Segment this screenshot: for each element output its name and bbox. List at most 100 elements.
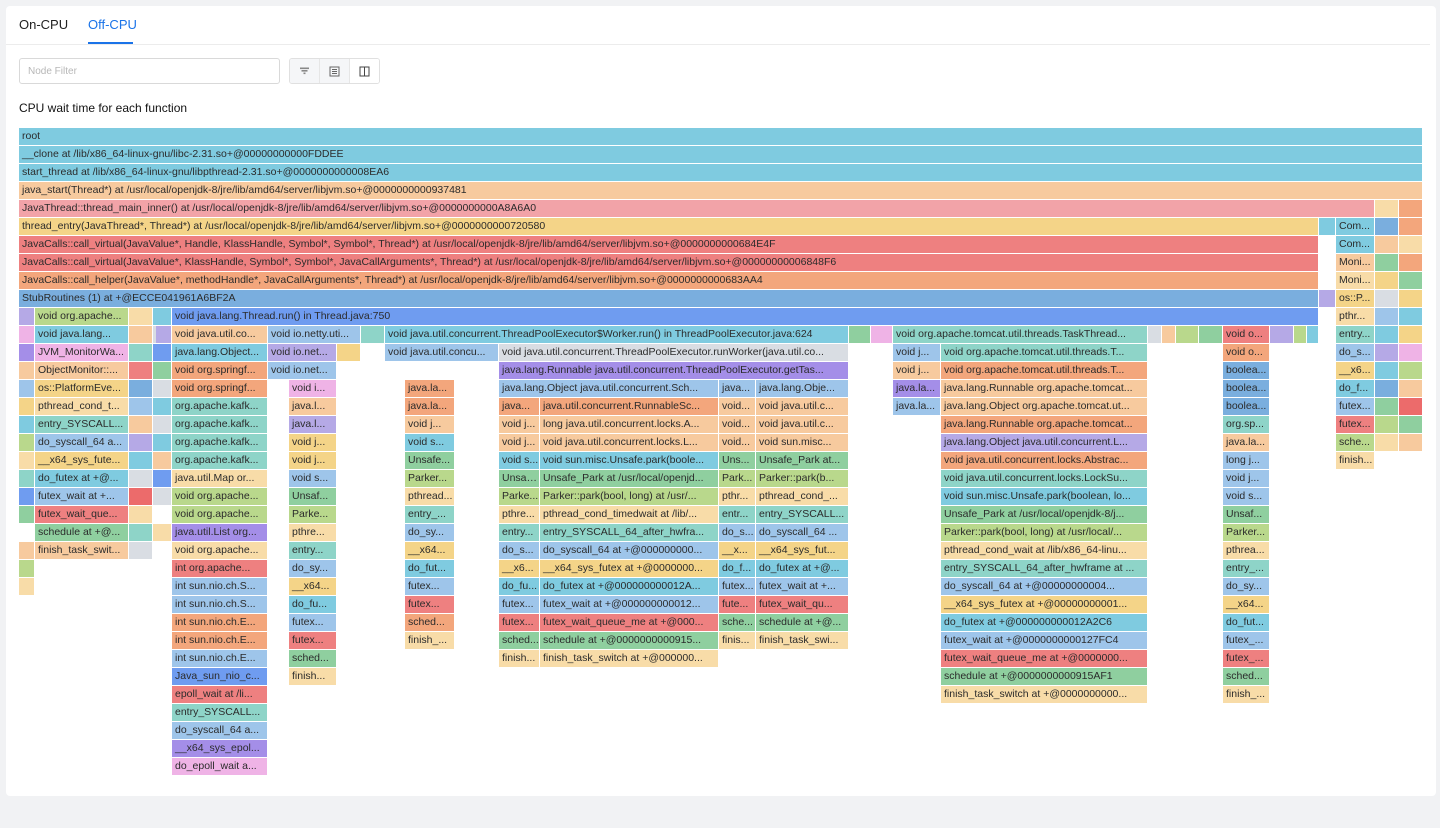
- flame-frame[interactable]: [1199, 326, 1223, 343]
- flame-frame[interactable]: [849, 326, 871, 343]
- flame-frame[interactable]: sched...: [289, 650, 337, 667]
- flame-frame[interactable]: finish...: [499, 650, 540, 667]
- flame-frame[interactable]: [1399, 326, 1423, 343]
- flame-frame[interactable]: pthread_cond_t...: [35, 398, 129, 415]
- flame-frame[interactable]: [1399, 272, 1423, 289]
- flame-frame[interactable]: futex_wait at +...: [756, 578, 849, 595]
- flame-frame[interactable]: void org.apache...: [172, 488, 268, 505]
- flame-frame[interactable]: [19, 434, 35, 451]
- flame-frame[interactable]: schedule at +@...: [35, 524, 129, 541]
- flame-frame[interactable]: [19, 362, 35, 379]
- flame-frame[interactable]: java.la...: [405, 380, 455, 397]
- flame-frame[interactable]: do_sy...: [289, 560, 337, 577]
- flame-frame[interactable]: java.util.List org...: [172, 524, 268, 541]
- flame-frame[interactable]: thread_entry(JavaThread*, Thread*) at /u…: [19, 218, 1319, 235]
- flame-frame[interactable]: futex_wait at +...: [35, 488, 129, 505]
- flame-frame[interactable]: [129, 542, 153, 559]
- flame-frame[interactable]: [129, 362, 153, 379]
- flame-frame[interactable]: __x...: [719, 542, 756, 559]
- flame-frame[interactable]: Parke...: [289, 506, 337, 523]
- flame-frame[interactable]: Parker...: [405, 470, 455, 487]
- flame-frame[interactable]: futex_wait_qu...: [756, 596, 849, 613]
- flame-frame[interactable]: finish...: [289, 668, 337, 685]
- flame-frame[interactable]: entry_SYSCALL...: [756, 506, 849, 523]
- flame-frame[interactable]: [129, 416, 153, 433]
- flame-frame[interactable]: Unsaf...: [289, 488, 337, 505]
- flame-frame[interactable]: futex_wait_que...: [35, 506, 129, 523]
- flame-frame[interactable]: [129, 308, 153, 325]
- flame-frame[interactable]: schedule at +@0000000000915...: [540, 632, 719, 649]
- flame-frame[interactable]: Com...: [1336, 236, 1375, 253]
- flame-frame[interactable]: do_futex at +@000000000012A2C6: [941, 614, 1148, 631]
- flame-frame[interactable]: [1375, 416, 1399, 433]
- flame-frame[interactable]: futex...: [405, 596, 455, 613]
- flame-frame[interactable]: futex...: [1336, 416, 1375, 433]
- flame-frame[interactable]: do_f...: [719, 560, 756, 577]
- flame-frame[interactable]: pthread...: [405, 488, 455, 505]
- flame-frame[interactable]: Parker::park(bool, long) at /usr/...: [540, 488, 719, 505]
- flame-frame[interactable]: [153, 362, 172, 379]
- flame-frame[interactable]: void java.util.concurrent.ThreadPoolExec…: [385, 326, 849, 343]
- flame-frame[interactable]: org.apache.kafk...: [172, 416, 268, 433]
- flame-frame[interactable]: schedule at +@...: [756, 614, 849, 631]
- flame-frame[interactable]: void s...: [405, 434, 455, 451]
- flame-frame[interactable]: java...: [499, 398, 540, 415]
- flame-frame[interactable]: [1375, 236, 1399, 253]
- flame-frame[interactable]: java.lang.Object java.util.concurrent.L.…: [941, 434, 1148, 451]
- flame-frame[interactable]: [1375, 380, 1399, 397]
- flame-frame[interactable]: do_syscall_64 ...: [756, 524, 849, 541]
- flame-frame[interactable]: finish_task_switch at +@000000...: [540, 650, 719, 667]
- flame-frame[interactable]: [19, 506, 35, 523]
- flame-frame[interactable]: __x64_sys_fut...: [756, 542, 849, 559]
- flame-frame[interactable]: finish...: [1336, 452, 1375, 469]
- flame-frame[interactable]: [153, 380, 172, 397]
- flame-frame[interactable]: [1375, 362, 1399, 379]
- flame-frame[interactable]: void java.lang...: [35, 326, 129, 343]
- flame-frame[interactable]: void o...: [1223, 344, 1270, 361]
- flame-frame[interactable]: futex_...: [1223, 650, 1270, 667]
- flame-frame[interactable]: [153, 524, 172, 541]
- flame-frame[interactable]: [129, 380, 153, 397]
- flame-frame[interactable]: void j...: [289, 452, 337, 469]
- flame-frame[interactable]: java_start(Thread*) at /usr/local/openjd…: [19, 182, 1423, 199]
- flame-frame[interactable]: org.sp...: [1223, 416, 1270, 433]
- flame-frame[interactable]: do_fu...: [499, 578, 540, 595]
- flame-frame[interactable]: do_f...: [1336, 380, 1375, 397]
- flame-frame[interactable]: void s...: [289, 470, 337, 487]
- flame-frame[interactable]: do_s...: [719, 524, 756, 541]
- flame-frame[interactable]: java.la...: [893, 380, 941, 397]
- flame-frame[interactable]: [19, 380, 35, 397]
- flame-frame[interactable]: [129, 470, 153, 487]
- flame-frame[interactable]: finish_task_swi...: [756, 632, 849, 649]
- flame-frame[interactable]: void org.apache...: [35, 308, 129, 325]
- flame-frame[interactable]: [1399, 380, 1423, 397]
- flame-frame[interactable]: void j...: [499, 416, 540, 433]
- flame-frame[interactable]: [1375, 218, 1399, 235]
- flame-frame[interactable]: finish_...: [1223, 686, 1270, 703]
- flame-frame[interactable]: pthr...: [1336, 308, 1375, 325]
- flame-frame[interactable]: [19, 326, 35, 343]
- flame-frame[interactable]: [153, 488, 172, 505]
- flame-frame[interactable]: __clone at /lib/x86_64-linux-gnu/libc-2.…: [19, 146, 1423, 163]
- flame-frame[interactable]: JavaThread::thread_main_inner() at /usr/…: [19, 200, 1375, 217]
- flame-frame[interactable]: __x64...: [1223, 596, 1270, 613]
- tab-off-cpu[interactable]: Off-CPU: [88, 17, 137, 32]
- flame-frame[interactable]: void...: [719, 398, 756, 415]
- flame-frame[interactable]: [1399, 290, 1423, 307]
- flame-frame[interactable]: __x6...: [499, 560, 540, 577]
- flame-frame[interactable]: void j...: [1223, 470, 1270, 487]
- flame-frame[interactable]: [19, 488, 35, 505]
- flame-frame[interactable]: do_s...: [499, 542, 540, 559]
- flame-frame[interactable]: do_syscall_64 a...: [35, 434, 129, 451]
- flame-frame[interactable]: futex...: [719, 578, 756, 595]
- flame-frame[interactable]: [1162, 326, 1176, 343]
- flame-frame[interactable]: long j...: [1223, 452, 1270, 469]
- flame-frame[interactable]: org.apache.kafk...: [172, 398, 268, 415]
- flame-frame[interactable]: do_futex at +@...: [756, 560, 849, 577]
- flame-frame[interactable]: [1399, 398, 1423, 415]
- flame-frame[interactable]: java.l...: [289, 398, 337, 415]
- flame-frame[interactable]: java.lang.Runnable org.apache.tomcat...: [941, 416, 1148, 433]
- flame-frame[interactable]: java.util.Map or...: [172, 470, 268, 487]
- flame-frame[interactable]: [1375, 308, 1399, 325]
- flame-frame[interactable]: [1375, 398, 1399, 415]
